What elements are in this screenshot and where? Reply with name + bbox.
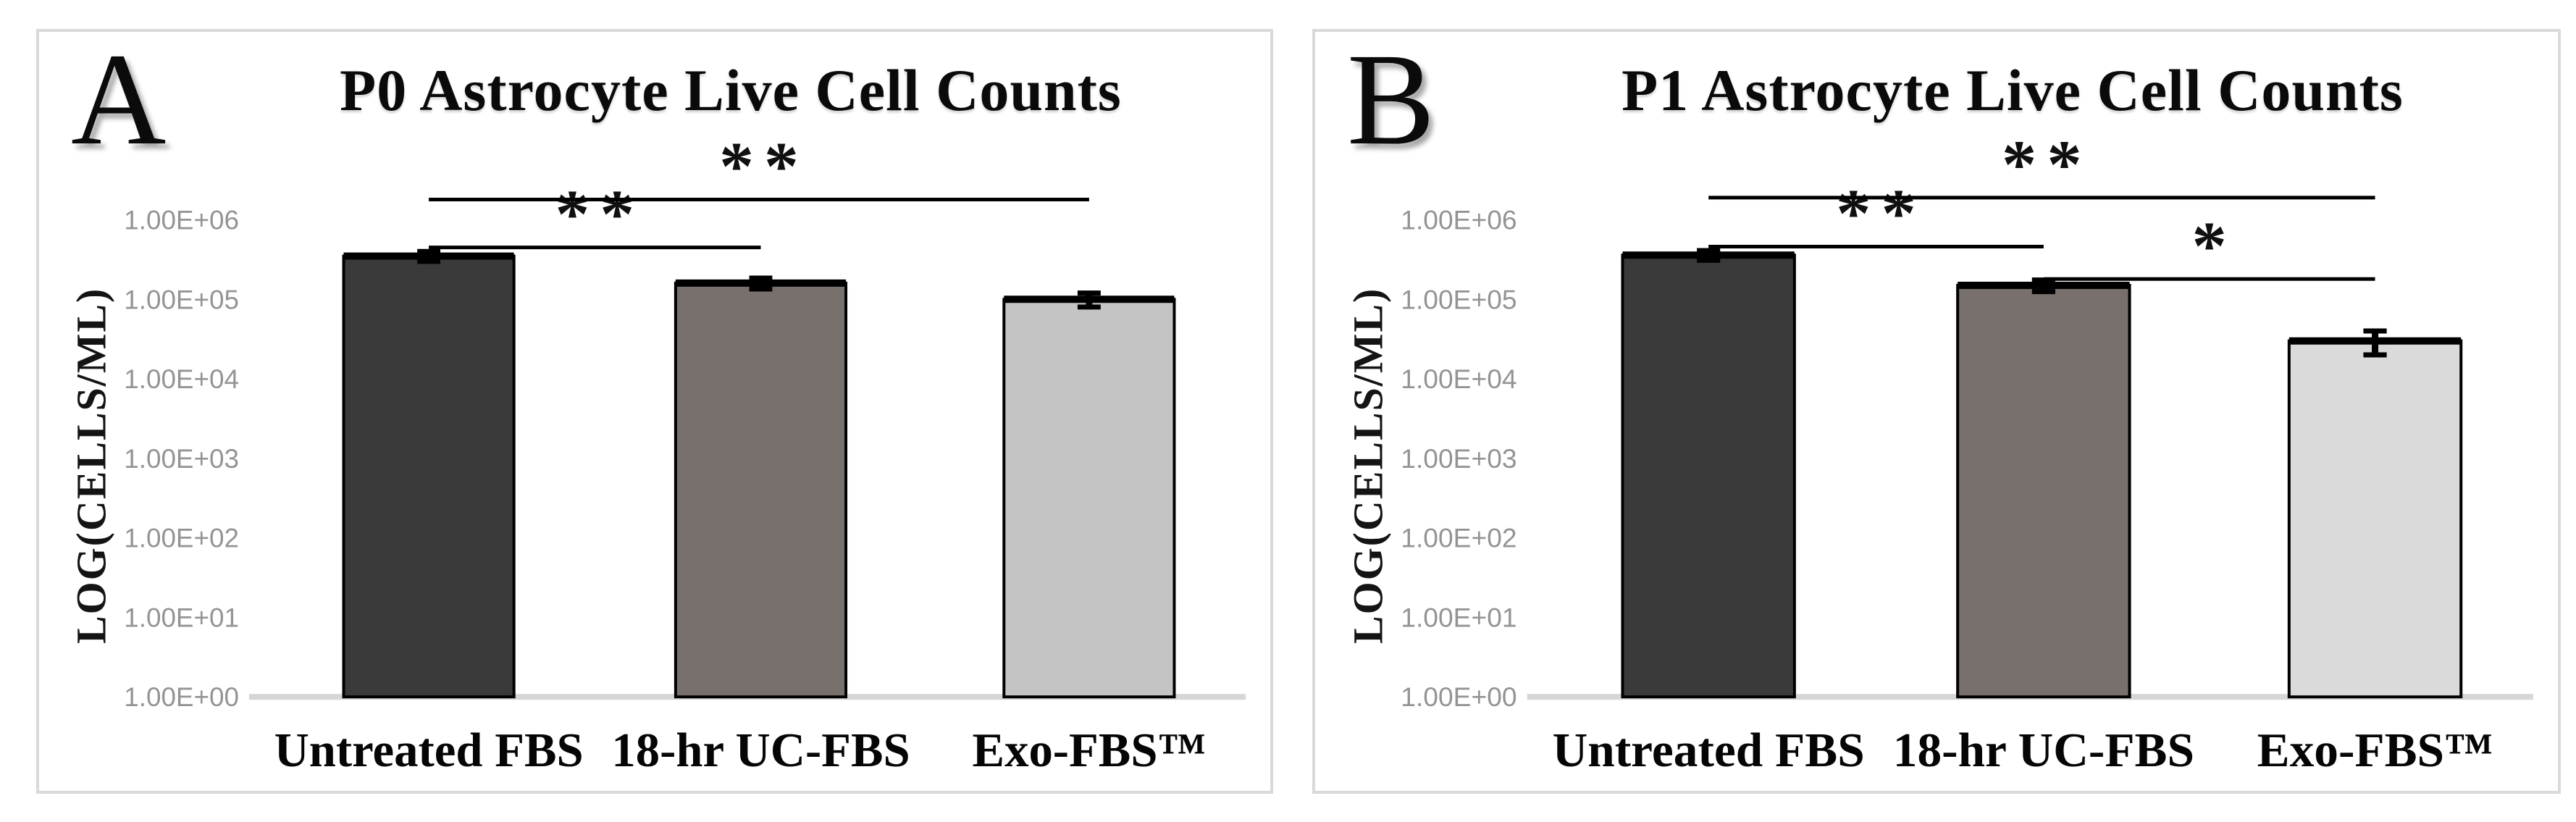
bar-1 [1956,283,2131,699]
bar-0 [1621,253,1796,699]
panel-a: A P0 Astrocyte Live Cell Counts 1.00E+06… [36,29,1273,794]
chart-canvas-a: 1.00E+06 1.00E+05 1.00E+04 1.00E+03 1.00E+02… [68,127,1246,777]
y-tick-label: 1.00E+00 [124,682,239,712]
sig-asterisks: * [2192,207,2237,285]
bar-0 [342,254,516,699]
bar-2 [2287,339,2463,699]
panel-b-letter: B [1347,27,1435,172]
panel-a-title: P0 Astrocyte Live Cell Counts [340,57,1122,123]
x-category-label: Untreated FBS [1553,723,1865,777]
y-tick-label: 1.00E+05 [1401,284,1516,314]
bar-1 [674,281,848,699]
y-tick-label: 1.00E+02 [1401,523,1516,553]
y-tick-label: 1.00E+04 [1401,364,1516,394]
sig-asterisks: ** [555,176,645,253]
bar-2 [1002,298,1176,699]
y-tick-label: 1.00E+03 [124,444,239,474]
chart-canvas-b: 1.00E+06 1.00E+05 1.00E+04 1.00E+03 1.00E+02… [1344,125,2533,777]
sig-asterisks: ** [1836,175,1926,252]
sig-asterisks: ** [2002,125,2092,203]
x-category-label: Exo-FBS™ [973,724,1207,777]
y-tick-label: 1.00E+01 [1401,603,1516,633]
x-category-label: 18-hr UC-FBS [1893,723,2194,777]
y-tick-label: 1.00E+01 [124,603,239,632]
y-tick-label: 1.00E+06 [1401,205,1516,235]
y-tick-label: 1.00E+00 [1401,681,1516,712]
panel-a-letter: A [71,27,167,172]
y-axis-title: LOG(CELLS/ML) [1344,288,1391,644]
panel-b: B P1 Astrocyte Live Cell Counts 1.00E+06… [1312,29,2561,794]
x-category-label: Untreated FBS [274,724,584,777]
panel-b-title: P1 Astrocyte Live Cell Counts [1621,57,2404,123]
y-tick-label: 1.00E+02 [124,524,239,553]
y-tick-label: 1.00E+03 [1401,443,1516,474]
x-category-label: Exo-FBS™ [2257,723,2493,777]
x-category-label: 18-hr UC-FBS [611,724,910,777]
y-axis-title: LOG(CELLS/ML) [68,288,115,644]
y-tick-label: 1.00E+06 [124,205,239,235]
y-tick-label: 1.00E+05 [124,285,239,314]
y-tick-label: 1.00E+04 [124,364,239,394]
sig-asterisks: ** [719,127,809,204]
